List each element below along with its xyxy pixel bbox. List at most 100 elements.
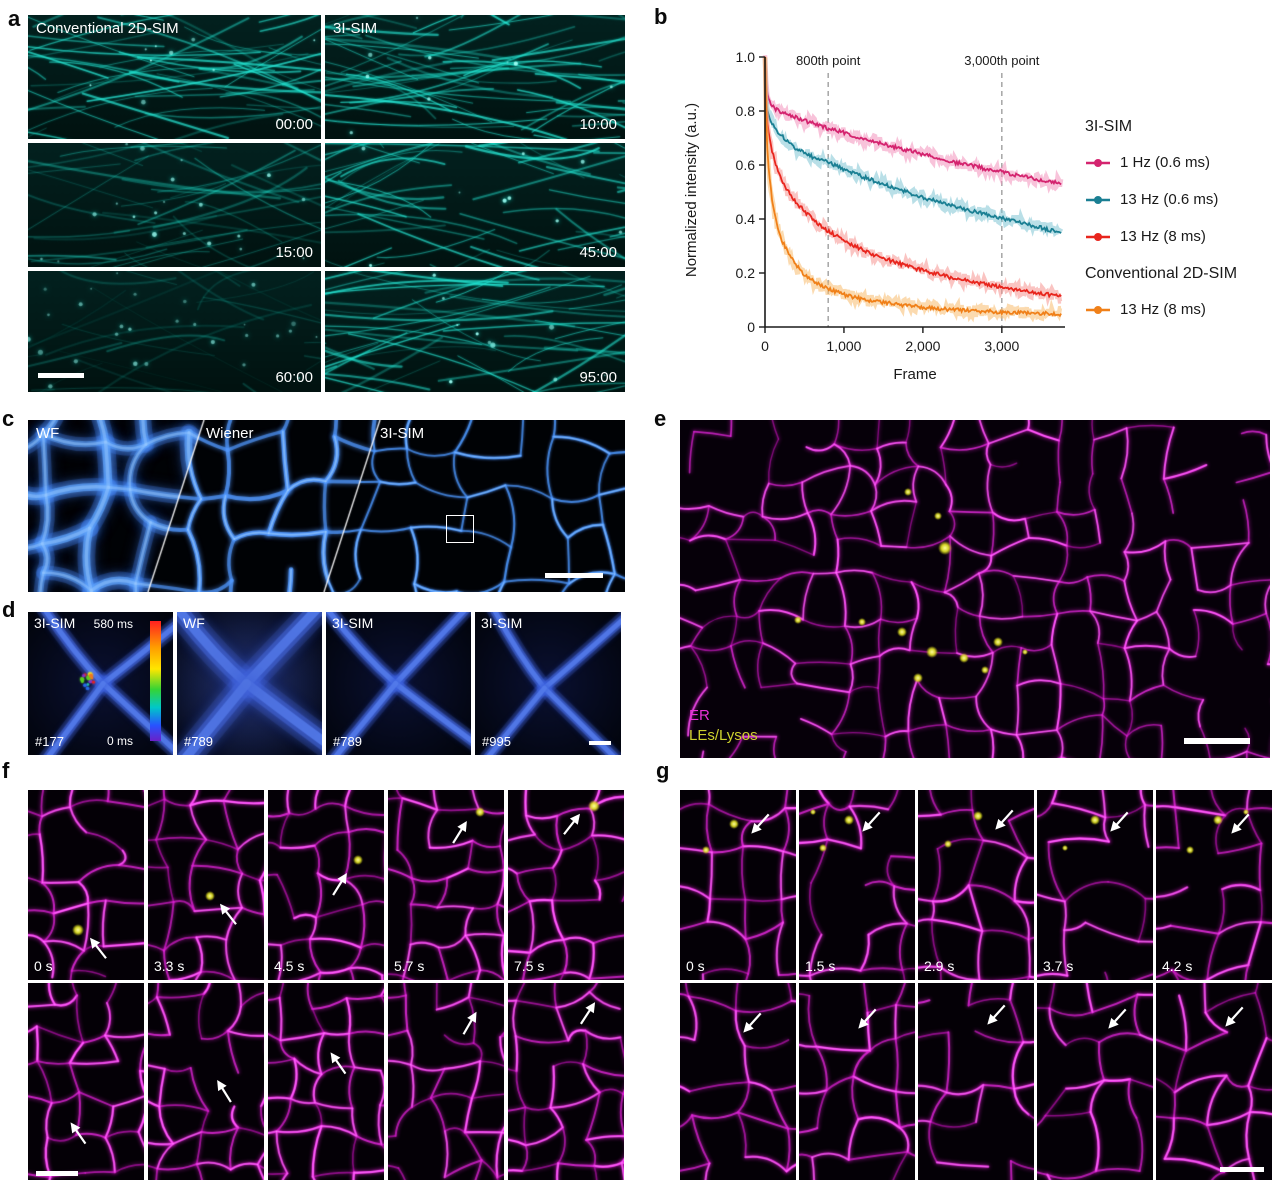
- annotation-arrow-icon: [70, 1122, 87, 1145]
- micrograph-canvas: [268, 790, 384, 980]
- timestamp: 2.9 s: [924, 958, 955, 974]
- timestamp: 10:00: [579, 116, 617, 133]
- scale-bar: [1220, 1167, 1264, 1172]
- zone-label-wf: WF: [36, 425, 60, 442]
- annotation-arrow-icon: [751, 813, 770, 834]
- svg-text:3,000: 3,000: [984, 338, 1019, 354]
- annotation-arrow-icon: [1225, 1006, 1244, 1027]
- micrograph-canvas: [28, 420, 625, 592]
- method-label-3isim: 3I-SIM: [333, 20, 378, 37]
- micrograph-f-r1c5: 7.5 s: [508, 790, 624, 980]
- micrograph-d-3isim-789: 3I-SIM #789: [326, 612, 471, 755]
- micrograph-g-r1c3: 2.9 s: [918, 790, 1034, 980]
- micrograph-f-r1c4: 5.7 s: [388, 790, 504, 980]
- svg-text:1.0: 1.0: [736, 49, 756, 65]
- legend-group-conventional: Conventional 2D-SIM: [1085, 265, 1238, 282]
- time-colorbar: [150, 621, 161, 741]
- annotation-arrow-icon: [1231, 813, 1250, 834]
- legend-label: 13 Hz (8 ms): [1120, 301, 1206, 318]
- legend-item: 13 Hz (8 ms): [1085, 228, 1280, 245]
- micrograph-f-r2c5: [508, 983, 624, 1180]
- annotation-arrow-icon: [987, 1004, 1006, 1025]
- micrograph-canvas: [28, 983, 144, 1180]
- micrograph-f-r2c2: [148, 983, 264, 1180]
- annotation-arrow-icon: [217, 1079, 232, 1103]
- legend-marker-icon: [1086, 195, 1110, 204]
- panel-f-label: f: [2, 758, 10, 783]
- annotation-arrow-icon: [862, 811, 881, 832]
- method-label: 3I-SIM: [34, 615, 76, 631]
- micrograph-canvas: [28, 271, 321, 392]
- micrograph-g-r1c1: 0 s: [680, 790, 796, 980]
- annotation-arrow-icon: [219, 903, 237, 925]
- zone-label-3isim: 3I-SIM: [380, 425, 425, 442]
- timestamp: 60:00: [275, 369, 313, 386]
- panel-d-label: d: [2, 597, 16, 622]
- micrograph-canvas: [388, 790, 504, 980]
- frame-number: #789: [184, 734, 213, 749]
- micrograph-d-3isim-995: 3I-SIM #995: [475, 612, 621, 755]
- micrograph-g-r2c5: [1156, 983, 1272, 1180]
- annotation-arrow-icon: [579, 1002, 596, 1025]
- micrograph-f-r1c3: 4.5 s: [268, 790, 384, 980]
- scale-bar: [38, 373, 84, 378]
- micrograph-canvas: [177, 612, 322, 755]
- micrograph-g-r1c4: 3.7 s: [1037, 790, 1153, 980]
- panel-c-label: c: [2, 406, 15, 431]
- panel-b-label: b: [654, 4, 668, 29]
- micrograph-g-r1c2: 1.5 s: [799, 790, 915, 980]
- micrograph-canvas: [326, 612, 471, 755]
- micrograph-canvas: [148, 983, 264, 1180]
- micrograph-a-conventional-t0000: Conventional 2D-SIM 00:00: [28, 15, 321, 139]
- micrograph-canvas: [1156, 983, 1272, 1180]
- micrograph-canvas: [680, 790, 796, 980]
- legend-item: 1 Hz (0.6 ms): [1085, 154, 1280, 171]
- micrograph-g-r2c2: [799, 983, 915, 1180]
- timestamp: 15:00: [275, 244, 313, 261]
- annotation-arrow-icon: [995, 809, 1014, 830]
- svg-text:1,000: 1,000: [826, 338, 861, 354]
- legend-label: 13 Hz (8 ms): [1120, 228, 1206, 245]
- micrograph-canvas: [388, 983, 504, 1180]
- micrograph-canvas: [148, 790, 264, 980]
- timestamp: 7.5 s: [514, 958, 545, 974]
- micrograph-canvas: [799, 790, 915, 980]
- micrograph-canvas: [1037, 983, 1153, 1180]
- micrograph-canvas: [1037, 790, 1153, 980]
- timestamp: 1.5 s: [805, 958, 836, 974]
- legend-group-3isim: 3I-SIM: [1085, 118, 1133, 135]
- colorbar-max-label: 580 ms: [93, 617, 133, 631]
- svg-text:0: 0: [747, 319, 755, 335]
- micrograph-canvas: [28, 143, 321, 267]
- micrograph-canvas: [325, 143, 625, 267]
- micrograph-a-conventional-t6000: 60:00: [28, 271, 321, 392]
- frame-number: #177: [35, 734, 64, 749]
- timestamp: 3.3 s: [154, 958, 185, 974]
- panel-g-label: g: [656, 758, 670, 783]
- scale-bar: [36, 1171, 78, 1176]
- method-label: 3I-SIM: [481, 615, 523, 631]
- annotation-arrow-icon: [332, 872, 347, 896]
- method-label-conventional: Conventional 2D-SIM: [36, 20, 179, 37]
- legend-marker-icon: [1086, 305, 1110, 314]
- svg-text:0: 0: [761, 338, 769, 354]
- legend-item: 13 Hz (8 ms): [1085, 301, 1280, 318]
- timestamp: 00:00: [275, 116, 313, 133]
- bleaching-chart: 800th point 3,000th point 0 0.2 0.4 0.6 0.8 1.0…: [736, 49, 1065, 383]
- timestamp: 45:00: [579, 244, 617, 261]
- annotation-arrow-icon: [330, 1052, 347, 1075]
- micrograph-canvas: [508, 983, 624, 1180]
- micrograph-canvas: [680, 983, 796, 1180]
- micrograph-canvas: [28, 15, 321, 139]
- frame-number: #995: [482, 734, 511, 749]
- panel-a-label: a: [8, 6, 21, 31]
- micrograph-g-r2c4: [1037, 983, 1153, 1180]
- method-label: 3I-SIM: [332, 615, 374, 631]
- micrograph-canvas: [918, 983, 1034, 1180]
- micrograph-f-r2c1: [28, 983, 144, 1180]
- svg-text:800th point: 800th point: [796, 53, 861, 68]
- chart-y-axis-label: Normalized intensity (a.u.): [683, 102, 700, 278]
- svg-text:2,000: 2,000: [905, 338, 940, 354]
- svg-text:0.2: 0.2: [736, 265, 756, 281]
- legend-label: 1 Hz (0.6 ms): [1120, 154, 1211, 171]
